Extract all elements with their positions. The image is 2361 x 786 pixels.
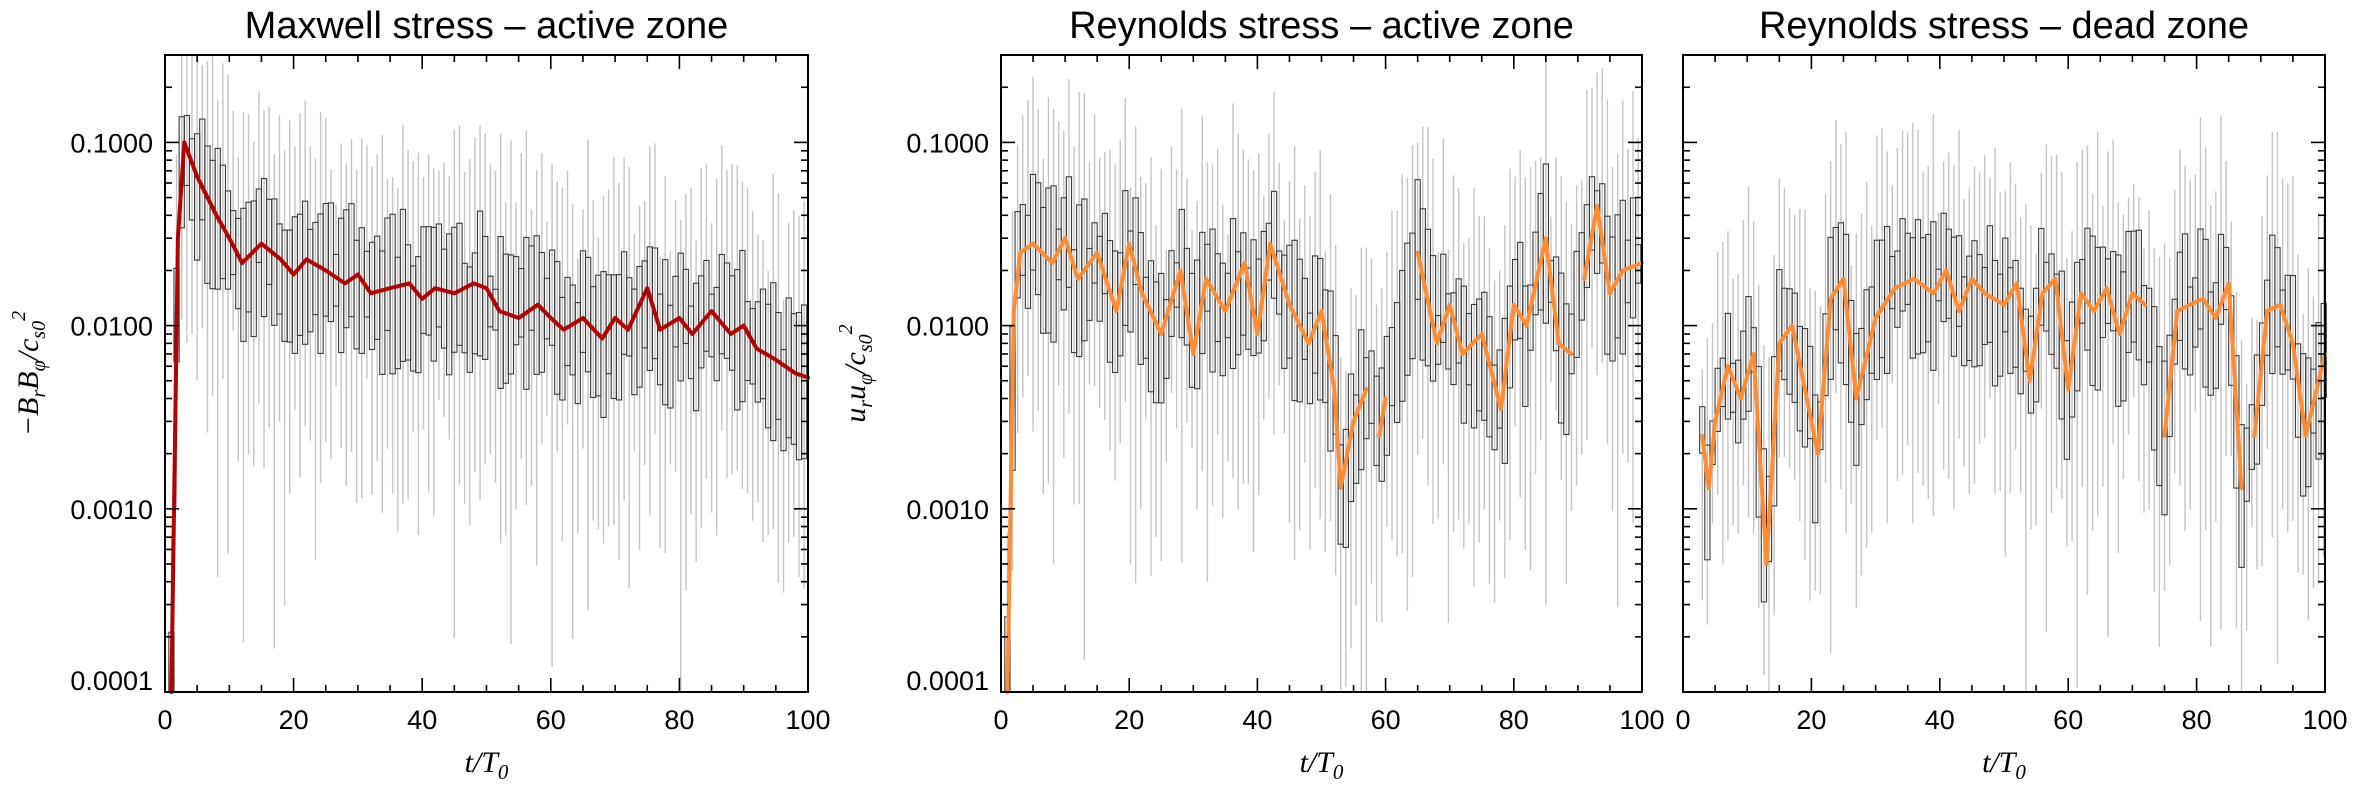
x-axis-label: t/T0 — [1982, 746, 2026, 784]
y-tick-label: 0.0100 — [906, 312, 989, 342]
chart-title: Reynolds stress – dead zone — [1759, 5, 2249, 47]
panel-1: Maxwell stress – active zone 0 20 40 60 80 100… — [8, 5, 831, 784]
y-tick-label: 0.1000 — [906, 128, 989, 158]
y-axis-label: uruφ/cs02 — [835, 324, 877, 422]
x-axis: 0 20 40 60 80 100 — [993, 55, 1665, 735]
candle-box — [1771, 356, 1778, 507]
mean-series-line — [1005, 203, 1644, 694]
candle-box — [1765, 475, 1773, 563]
uncertainty-candles — [168, 55, 808, 693]
mean-series-line — [169, 140, 810, 694]
candle-box — [1704, 444, 1711, 561]
candle-box — [1065, 176, 1073, 288]
y-axis-label: −BrBφ/cs02 — [8, 311, 50, 436]
candle-box — [2212, 282, 2220, 389]
candle-box — [574, 302, 581, 405]
x-tick-label: 100 — [1619, 705, 1664, 735]
x-tick-label: 100 — [785, 705, 830, 735]
y-axis: 0.1000 0.0100 0.0010 0.0001 — [906, 86, 1642, 696]
x-tick-label: 0 — [157, 705, 172, 735]
chart-title: Reynolds stress – active zone — [1069, 5, 1574, 47]
x-axis: 0 20 40 60 80 100 — [157, 55, 831, 735]
x-tick-label: 60 — [536, 705, 566, 735]
y-tick-label: 0.0001 — [70, 666, 153, 696]
y-tick-label: 0.0100 — [70, 312, 153, 342]
candle-box — [2320, 302, 2327, 399]
y-tick-label: 0.0001 — [906, 666, 989, 696]
x-tick-label: 40 — [1242, 705, 1272, 735]
uncertainty-candles — [1699, 113, 2327, 692]
candle-box — [1812, 394, 1819, 524]
candle-box — [2222, 246, 2230, 311]
mean-series-line — [1700, 268, 2327, 566]
x-tick-label: 80 — [1499, 705, 1529, 735]
uncertainty-candles — [1004, 59, 1642, 693]
x-tick-label: 60 — [1371, 705, 1401, 735]
candle-box — [250, 200, 257, 338]
x-tick-label: 20 — [1114, 705, 1144, 735]
y-axis: 0.1000 0.0100 0.0010 0.0001 — [70, 86, 808, 696]
x-tick-label: 80 — [664, 705, 694, 735]
candle-box — [800, 304, 808, 460]
candle-box — [1755, 365, 1762, 518]
chart-title: Maxwell stress – active zone — [245, 5, 729, 47]
x-axis-label: t/T0 — [1300, 746, 1344, 784]
candle-box — [2258, 322, 2266, 406]
y-tick-label: 0.0010 — [70, 495, 153, 525]
x-tick-label: 20 — [279, 705, 309, 735]
x-tick-label: 0 — [993, 705, 1008, 735]
x-tick-label: 40 — [407, 705, 437, 735]
x-tick-label: 40 — [1925, 705, 1955, 735]
x-axis: 0 20 40 60 80 100 — [1675, 55, 2348, 735]
x-tick-label: 80 — [2182, 705, 2212, 735]
panel-2: Reynolds stress – active zone 0 20 40 60 80 10… — [835, 5, 1665, 784]
candle-box — [1260, 230, 1267, 342]
x-axis-label: t/T0 — [465, 746, 509, 784]
candle-box — [2161, 360, 2168, 516]
candle-box — [2253, 354, 2261, 465]
x-tick-label: 100 — [2302, 705, 2347, 735]
y-axis — [1683, 86, 2325, 693]
candle-box — [667, 304, 674, 409]
y-tick-label: 0.0010 — [906, 495, 989, 525]
x-tick-label: 60 — [2053, 705, 2083, 735]
candle-box — [2166, 334, 2173, 438]
x-tick-label: 0 — [1675, 705, 1690, 735]
candle-box — [1699, 406, 1706, 454]
panel-3: Reynolds stress – dead zone 0 20 40 60 80 100 t… — [1675, 5, 2347, 784]
candle-box — [1163, 299, 1170, 379]
x-tick-label: 20 — [1796, 705, 1826, 735]
y-tick-label: 0.1000 — [70, 128, 153, 158]
candle-box — [1086, 247, 1093, 321]
candle-box — [2289, 274, 2297, 380]
